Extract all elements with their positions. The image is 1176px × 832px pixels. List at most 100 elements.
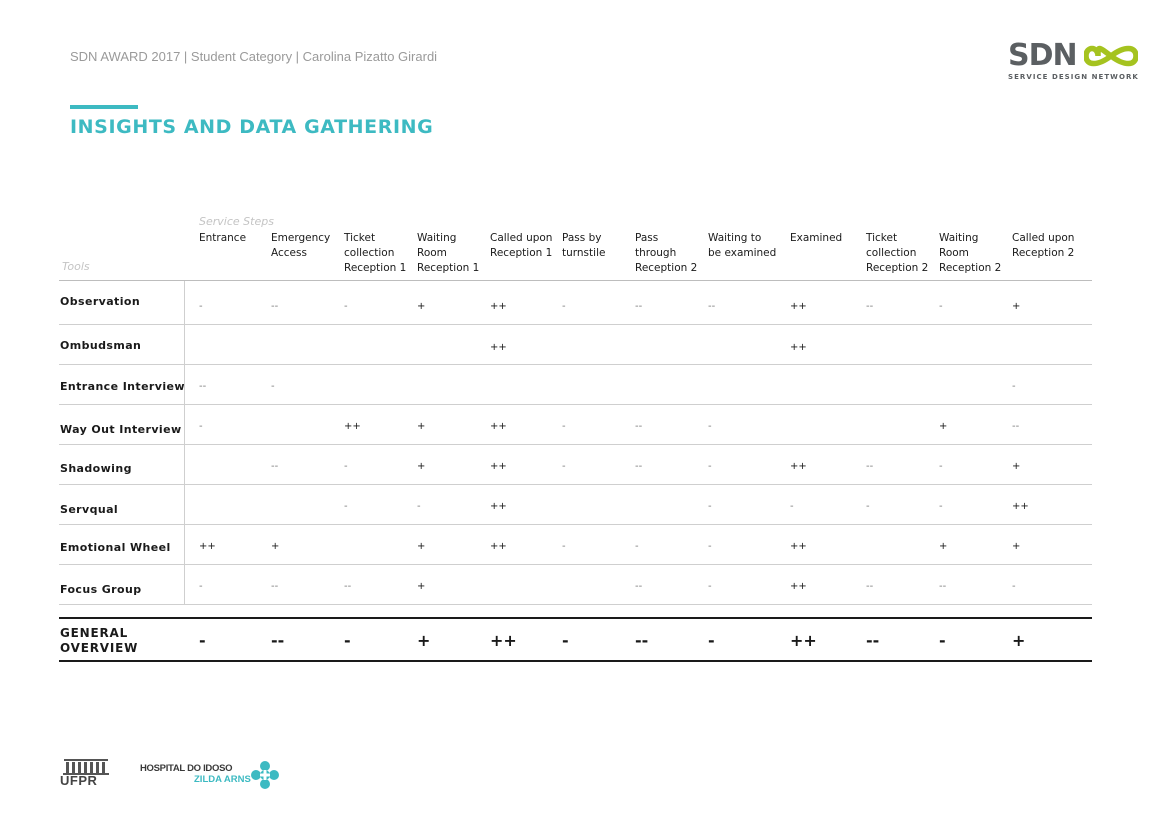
table-cell: + [271,541,280,552]
table-cell: ++ [490,421,507,432]
table-cell: - [562,461,566,472]
table-cell: + [417,301,426,312]
table-cell: ++ [790,581,807,592]
table-cell: + [1012,541,1021,552]
overview-cell: -- [635,631,649,650]
table-cell: - [1012,581,1016,592]
table-cell: ++ [790,461,807,472]
row-divider [59,364,1092,365]
table-cell: - [708,421,712,432]
table-cell: - [866,501,870,512]
column-header-line: Called upon [490,232,553,244]
table-cell: - [344,501,348,512]
column-header-line: Reception 1 [490,247,553,259]
row-divider [59,524,1092,525]
column-header: Waiting Room Reception 2 [939,231,1011,276]
table-cell: -- [866,581,874,592]
column-header: Pass through Reception 2 [635,231,707,276]
column-header-line: Examined [790,232,843,244]
column-header-line: Room [417,247,447,259]
table-cell: - [1012,381,1016,392]
table-cell: + [417,461,426,472]
column-header-line: Reception 2 [866,262,929,274]
column-header-line: collection [866,247,917,259]
column-header-line: Room [939,247,969,259]
overview-cell: - [344,631,351,650]
tools-caption: Tools [62,260,90,273]
table-cell: - [562,541,566,552]
table-cell: ++ [490,301,507,312]
column-header-line: Waiting to [708,232,762,244]
table-cell: -- [939,581,947,592]
table-cell: - [939,301,943,312]
column-header-line: Ticket [344,232,376,244]
column-header-line: Waiting [939,232,979,244]
overview-cell: - [939,631,946,650]
column-header: Pass by turnstile [562,231,634,261]
column-header-line: Reception 2 [1012,247,1075,259]
ufpr-logo [63,759,109,775]
table-cell: - [939,461,943,472]
sdn-logo-word: SDN [1008,38,1078,73]
column-header-line: Called upon [1012,232,1075,244]
table-cell: -- [635,301,643,312]
table-cell: ++ [490,541,507,552]
tool-label: Observation [60,295,141,308]
overview-top-rule [59,617,1092,619]
table-cell: -- [708,301,716,312]
row-divider [59,564,1092,565]
table-cell: - [271,381,275,392]
table-cell: -- [271,581,279,592]
column-header: Waiting Room Reception 1 [417,231,489,276]
table-cell: ++ [790,541,807,552]
table-cell: + [1012,461,1021,472]
row-divider [59,604,1092,605]
table-cell: - [708,581,712,592]
column-header: Called upon Reception 2 [1012,231,1084,261]
table-cell: - [790,501,794,512]
table-cell: -- [271,461,279,472]
tool-label: Shadowing [60,462,132,475]
table-cell: ++ [344,421,361,432]
column-header: Ticket collection Reception 1 [344,231,416,276]
table-cell: ++ [790,342,807,353]
column-header: Called upon Reception 1 [490,231,562,261]
hospital-logo: HOSPITAL DO IDOSO ZILDA ARNS [140,760,290,790]
table-cell: - [344,461,348,472]
table-cell: - [562,301,566,312]
table-cell: ++ [1012,501,1029,512]
table-cell: - [708,461,712,472]
table-cell: -- [635,581,643,592]
overview-label-line: GENERAL [60,626,129,640]
table-cell: - [199,581,203,592]
overview-cell: - [199,631,206,650]
overview-label-line: OVERVIEW [60,641,139,655]
column-header-line: Reception 2 [939,262,1002,274]
column-header-line: Reception 1 [417,262,480,274]
table-cell: -- [199,381,207,392]
table-cell: ++ [490,501,507,512]
row-divider [59,444,1092,445]
hospital-name-line2: ZILDA ARNS [194,774,251,785]
tool-label: Emotional Wheel [60,541,171,554]
tool-column-divider [184,281,185,604]
column-header-line: be examined [708,247,777,259]
table-cell: + [939,541,948,552]
table-cell: - [344,301,348,312]
column-header: Examined [790,231,862,246]
infinity-icon [1084,45,1138,67]
flower-cross-icon [251,761,279,789]
column-header-line: Ticket [866,232,898,244]
table-cell: -- [635,421,643,432]
overview-cell: -- [866,631,880,650]
table-cell: - [417,501,421,512]
overview-cell: + [1012,631,1026,650]
column-header-line: collection [344,247,395,259]
tool-label: Way Out Interview [60,423,182,436]
page-title: INSIGHTS AND DATA GATHERING [70,116,434,138]
column-header: Waiting to be examined [708,231,780,261]
table-cell: + [1012,301,1021,312]
column-header: Ticket collection Reception 2 [866,231,938,276]
overview-cell: ++ [490,631,517,650]
table-cell: - [939,501,943,512]
